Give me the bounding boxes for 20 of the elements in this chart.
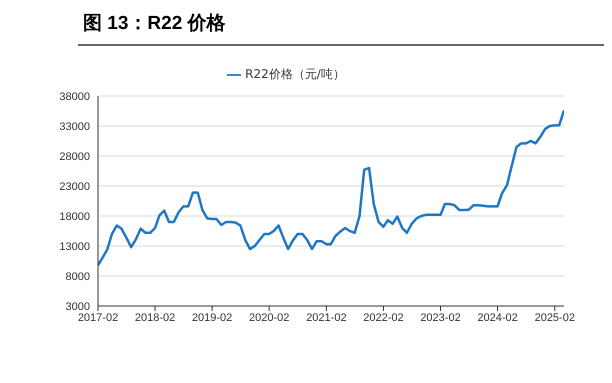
x-tick-label: 2020-02 xyxy=(248,312,290,324)
x-tick-label: 2025-02 xyxy=(534,312,575,324)
x-tick-label: 2024-02 xyxy=(477,312,518,324)
y-tick-label: 33000 xyxy=(59,120,90,133)
line-series xyxy=(98,109,564,266)
y-tick-label: 28000 xyxy=(59,150,90,163)
y-tick-label: 8000 xyxy=(66,270,90,283)
legend-label: R22价格（元/吨） xyxy=(245,67,345,81)
x-tick-label: 2018-02 xyxy=(134,312,176,324)
y-tick-label: 18000 xyxy=(59,210,90,223)
x-tick-label: 2017-02 xyxy=(78,312,118,324)
y-tick-label: 3000 xyxy=(66,300,90,313)
x-tick-label: 2019-02 xyxy=(192,312,232,324)
x-tick-label: 2022-02 xyxy=(363,312,404,324)
chart-title: 图 13：R22 价格 xyxy=(83,12,226,36)
y-tick-label: 23000 xyxy=(59,180,90,193)
x-tick-label: 2023-02 xyxy=(420,312,461,324)
x-tick-label: 2021-02 xyxy=(306,312,347,324)
y-tick-label: 38000 xyxy=(59,90,90,103)
y-tick-label: 13000 xyxy=(59,240,90,253)
